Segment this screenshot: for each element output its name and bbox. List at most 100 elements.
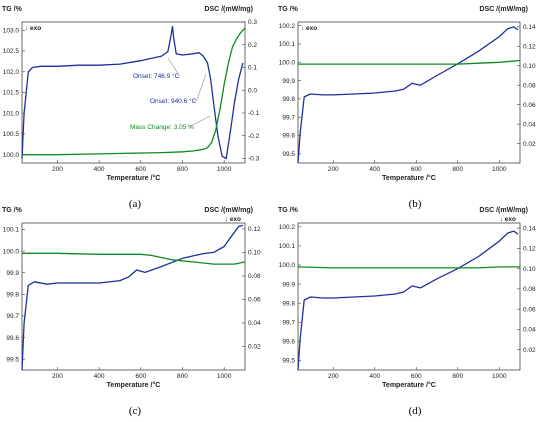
x-axis-title: Temperature /°C (382, 381, 436, 389)
y-right-tick-label: 0.3 (248, 19, 257, 26)
y-right-tick-label: 0.08 (523, 286, 536, 293)
y-left-tick-label: 100.1 (3, 227, 20, 234)
x-tick-label: 200 (52, 373, 63, 380)
y-right-tick-label: 0.1 (248, 65, 257, 72)
chart-panel-1: TG /% DSC /(mW/mg) Temperature /°C ↓ exo 200… (2, 6, 260, 210)
y-right-tick-label: 0.10 (523, 266, 536, 273)
y-right-tick-label: 0.2 (248, 42, 257, 49)
y-left-tick-label: 99.5 (282, 358, 295, 365)
y-right-tick-label: 0.08 (523, 82, 536, 89)
y-right-tick-label: 0.14 (523, 225, 536, 232)
dsc-curve (297, 230, 519, 371)
tg-curve (22, 252, 246, 265)
y-right-tick-label: 0.06 (248, 297, 261, 304)
annotation-leader (167, 57, 180, 77)
x-tick-label: 600 (135, 166, 146, 173)
y-left-tick-label: 103.0 (3, 27, 20, 34)
y-right-tick-label: 0.14 (523, 24, 536, 31)
tg-curve (22, 27, 246, 156)
plot-frame (297, 222, 521, 371)
y-left-tick-label: 100.0 (3, 152, 20, 159)
x-tick-label: 400 (369, 373, 380, 380)
y-left-tick-label: 102.0 (3, 69, 20, 76)
x-tick-label: 800 (452, 166, 463, 173)
x-tick-label: 600 (411, 166, 422, 173)
y-left-tick-label: 99.8 (282, 96, 295, 103)
y-right-tick-label: -0.2 (248, 133, 260, 140)
panel-label: (d) (409, 405, 422, 417)
annotation-leader (196, 73, 207, 102)
x-tick-label: 200 (52, 166, 63, 173)
y-left-tick-label: 99.9 (282, 78, 295, 85)
y-right-tick-label: 0.02 (248, 344, 261, 351)
y-left-tick-label: 99.7 (282, 319, 295, 326)
exo-direction-label: ↓ exo (225, 216, 241, 223)
y-right-tick-label: -0.1 (248, 110, 260, 117)
y-left-tick-label: 99.5 (282, 151, 295, 158)
exo-direction-label: ↓ exo (25, 25, 41, 32)
y-axis-right-title: DSC /(mW/mg) (204, 207, 253, 214)
exo-direction-label: ↓ exo (500, 216, 516, 223)
x-tick-label: 1000 (492, 166, 507, 173)
y-left-tick-label: 99.8 (282, 300, 295, 307)
y-left-tick-label: 99.7 (282, 114, 295, 121)
x-tick-label: 800 (177, 166, 188, 173)
x-tick-label: 400 (369, 166, 380, 173)
y-axis-right-title: DSC /(mW/mg) (204, 6, 253, 13)
x-axis-title: Temperature /°C (382, 174, 436, 182)
y-left-tick-label: 101.0 (3, 110, 20, 117)
y-axis-right-title: DSC /(mW/mg) (479, 6, 528, 13)
annotation-label: Onset: 940.6 °C (150, 97, 197, 105)
y-right-tick-label: 0.12 (248, 226, 261, 233)
x-tick-label: 1000 (217, 373, 232, 380)
y-left-tick-label: 99.6 (6, 335, 19, 342)
y-right-tick-label: 0.02 (523, 347, 536, 354)
y-right-tick-label: 0.08 (248, 273, 261, 280)
y-right-tick-label: 0.06 (523, 102, 536, 109)
y-right-tick-label: 0.12 (523, 44, 536, 51)
y-left-tick-label: 99.6 (282, 339, 295, 346)
dsc-curve (21, 25, 244, 160)
annotation-label: Mass Change: 3.05 % (130, 124, 194, 131)
x-tick-label: 800 (177, 373, 188, 380)
y-left-tick-label: 100.2 (279, 23, 296, 30)
annotation-leader (188, 115, 211, 128)
y-right-tick-label: -0.3 (248, 156, 260, 163)
tg-curve (298, 59, 521, 65)
y-left-tick-label: 99.9 (6, 270, 19, 277)
x-axis-title: Temperature /°C (107, 381, 161, 389)
y-right-tick-label: 0.02 (523, 141, 536, 148)
y-right-tick-label: 0.10 (248, 250, 261, 257)
x-tick-label: 1000 (217, 166, 232, 173)
plot-frame (297, 21, 521, 164)
exo-direction-label: ↓ exo (301, 25, 317, 32)
y-left-tick-label: 102.5 (3, 48, 20, 55)
dsc-curve (297, 26, 519, 164)
x-tick-label: 400 (94, 166, 105, 173)
y-left-tick-label: 100.0 (279, 59, 296, 66)
y-axis-left-title: TG /% (2, 207, 23, 214)
y-axis-left-title: TG /% (2, 6, 23, 13)
panel-label: (b) (409, 198, 422, 210)
y-left-tick-label: 99.8 (6, 292, 19, 299)
x-tick-label: 200 (328, 373, 339, 380)
y-right-tick-label: 0.12 (523, 246, 536, 253)
y-right-tick-label: 0.04 (248, 320, 261, 327)
y-right-tick-label: 0.10 (523, 63, 536, 70)
x-tick-label: 1000 (492, 373, 507, 380)
y-left-tick-label: 100.0 (3, 248, 20, 255)
panel-label: (a) (129, 198, 142, 210)
x-axis-title: Temperature /°C (107, 174, 161, 182)
y-left-tick-label: 99.9 (282, 281, 295, 288)
x-tick-label: 200 (328, 166, 339, 173)
x-tick-label: 600 (135, 373, 146, 380)
panel-label: (c) (129, 405, 142, 417)
y-left-tick-label: 100.1 (279, 41, 296, 48)
chart-panel-2: TG /% DSC /(mW/mg) Temperature /°C ↓ exo 200… (278, 6, 536, 210)
y-left-tick-label: 100.2 (279, 224, 296, 231)
dsc-curve (21, 224, 244, 371)
y-axis-left-title: TG /% (278, 6, 299, 13)
y-left-tick-label: 99.6 (282, 133, 295, 140)
y-right-tick-label: 0.0 (248, 87, 257, 94)
